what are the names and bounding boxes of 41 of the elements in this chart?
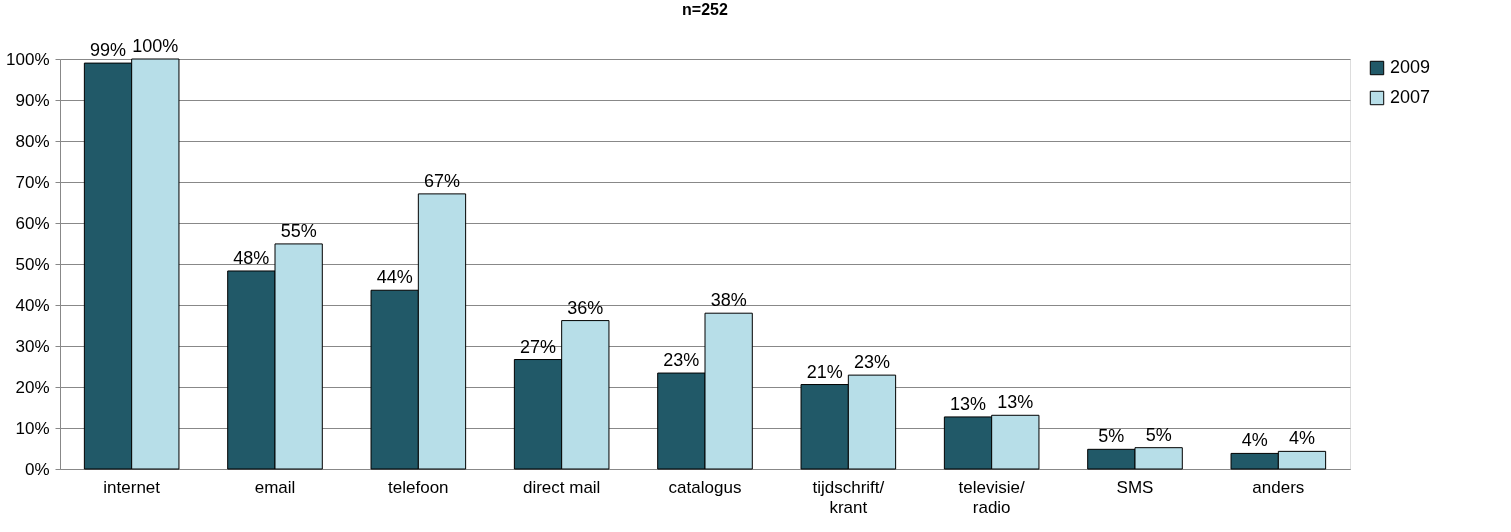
data-label: 99%: [90, 40, 127, 61]
x-tick-label: SMS: [1116, 477, 1154, 497]
data-label: 4%: [1241, 430, 1268, 451]
data-label: 44%: [376, 267, 413, 288]
y-tick-label: 70%: [15, 172, 50, 192]
x-tick-label: email: [254, 477, 296, 497]
y-tick-label: 20%: [15, 377, 50, 397]
data-label: 5%: [1098, 426, 1125, 447]
y-tick-label: 90%: [15, 90, 50, 110]
x-tick-label: direct mail: [522, 477, 601, 497]
y-tick-label: 0%: [24, 459, 50, 479]
legend-label: 2007: [1390, 87, 1431, 107]
y-tick-label: 50%: [15, 254, 50, 274]
data-label: 13%: [997, 392, 1034, 413]
x-tick-label: internet: [103, 477, 161, 497]
legend-label: 2009: [1390, 57, 1431, 77]
data-label: 27%: [520, 336, 557, 357]
y-tick-label: 10%: [15, 418, 50, 438]
data-label: 48%: [233, 247, 270, 268]
x-tick-label: anders: [1252, 477, 1305, 497]
y-tick-label: 100%: [6, 49, 50, 69]
chart-title: n=252: [682, 1, 729, 18]
data-label: 23%: [663, 350, 700, 371]
x-tick-label: televisie/ radio: [958, 477, 1026, 517]
data-label: 38%: [710, 290, 747, 311]
data-label: 67%: [423, 170, 460, 191]
y-tick-label: 40%: [15, 295, 50, 315]
data-label: 23%: [853, 352, 890, 373]
y-tick-label: 80%: [15, 131, 50, 151]
x-tick-label: telefoon: [388, 477, 449, 497]
data-label: 100%: [132, 36, 179, 56]
y-tick-label: 60%: [15, 213, 50, 233]
data-label: 21%: [806, 361, 843, 382]
x-tick-label: catalogus: [668, 477, 742, 497]
data-label: 36%: [567, 297, 604, 318]
data-label: 13%: [950, 393, 987, 414]
data-label: 55%: [280, 220, 317, 241]
data-label: 5%: [1145, 424, 1172, 445]
data-label: 4%: [1288, 428, 1315, 449]
x-tick-label: tijdschrift/ krant: [812, 477, 885, 517]
y-tick-label: 30%: [15, 336, 50, 356]
